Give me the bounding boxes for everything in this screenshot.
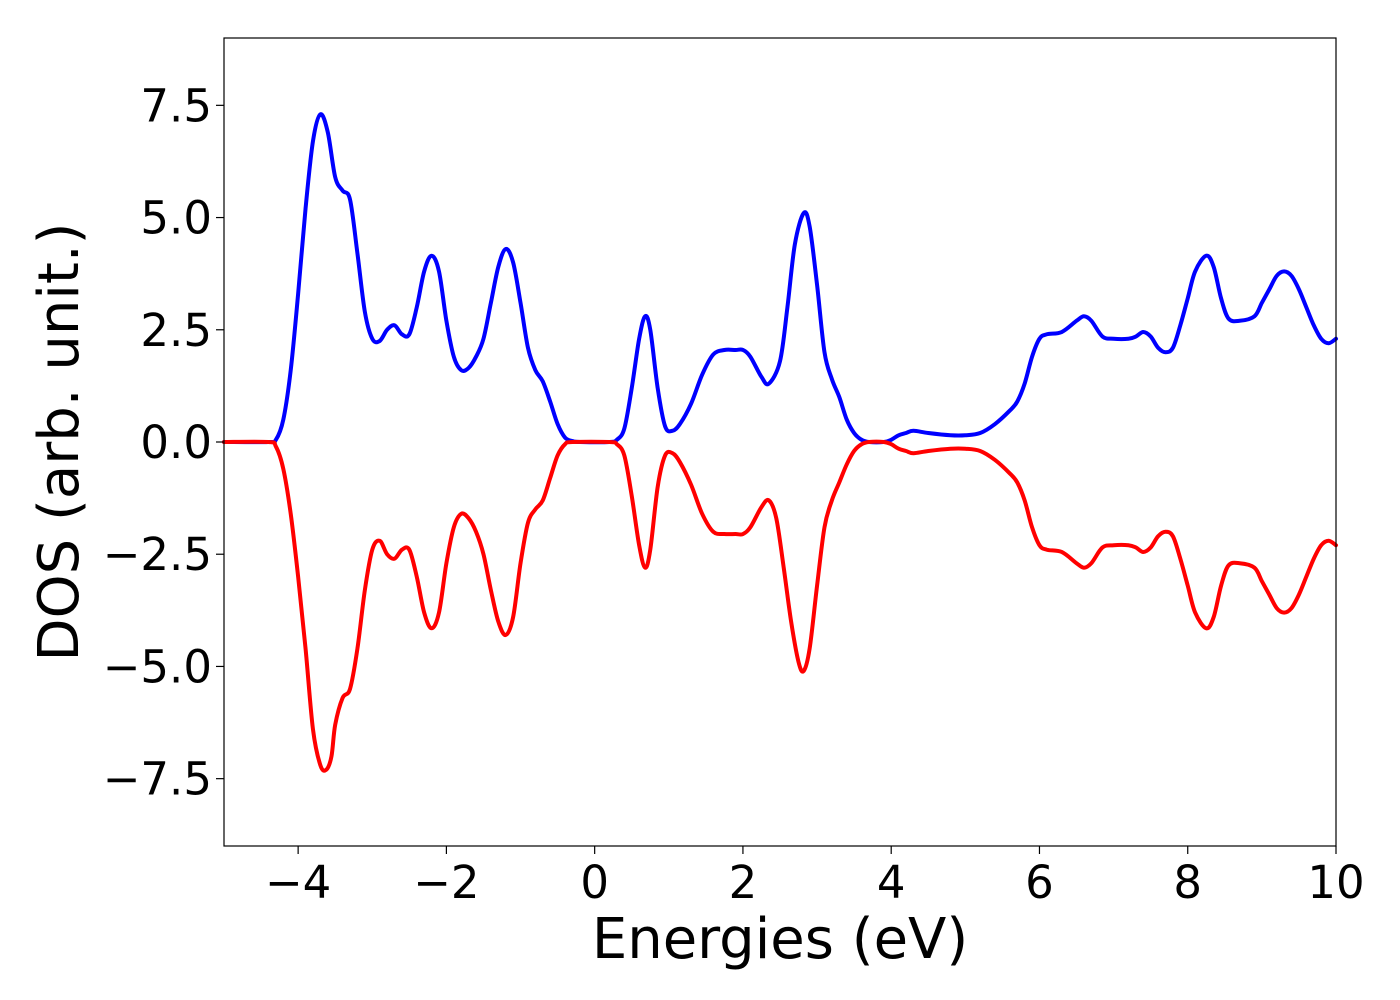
dos-series-line-2 [222, 439, 1338, 773]
x-tick-label: 6 [1025, 856, 1054, 909]
y-tick-label: −7.5 [103, 753, 212, 806]
y-axis: −7.5 −5.0 −2.5 0.0 2.5 5.0 7.5 [103, 79, 224, 806]
y-tick-label: 0.0 [140, 416, 212, 469]
x-tick-label: 2 [729, 856, 758, 909]
y-tick-label: −5.0 [103, 640, 212, 693]
y-axis-label: DOS (arb. unit.) [27, 222, 92, 661]
y-tick-label: 5.0 [140, 192, 212, 245]
x-tick-label: 8 [1173, 856, 1202, 909]
x-tick-label: −2 [413, 856, 479, 909]
y-tick-label: −2.5 [103, 528, 212, 581]
dos-series-line-1 [222, 112, 1338, 445]
x-axis-label: Energies (eV) [592, 907, 968, 972]
x-tick-label: −4 [265, 856, 331, 909]
y-tick-label: 2.5 [140, 304, 212, 357]
x-tick-label: 0 [580, 856, 609, 909]
series-layer [222, 112, 1338, 773]
x-tick-label: 10 [1307, 856, 1364, 909]
y-tick-label: 7.5 [140, 79, 212, 132]
x-tick-label: 4 [877, 856, 906, 909]
x-axis: −4 −2 0 2 4 6 8 10 [265, 846, 1365, 909]
